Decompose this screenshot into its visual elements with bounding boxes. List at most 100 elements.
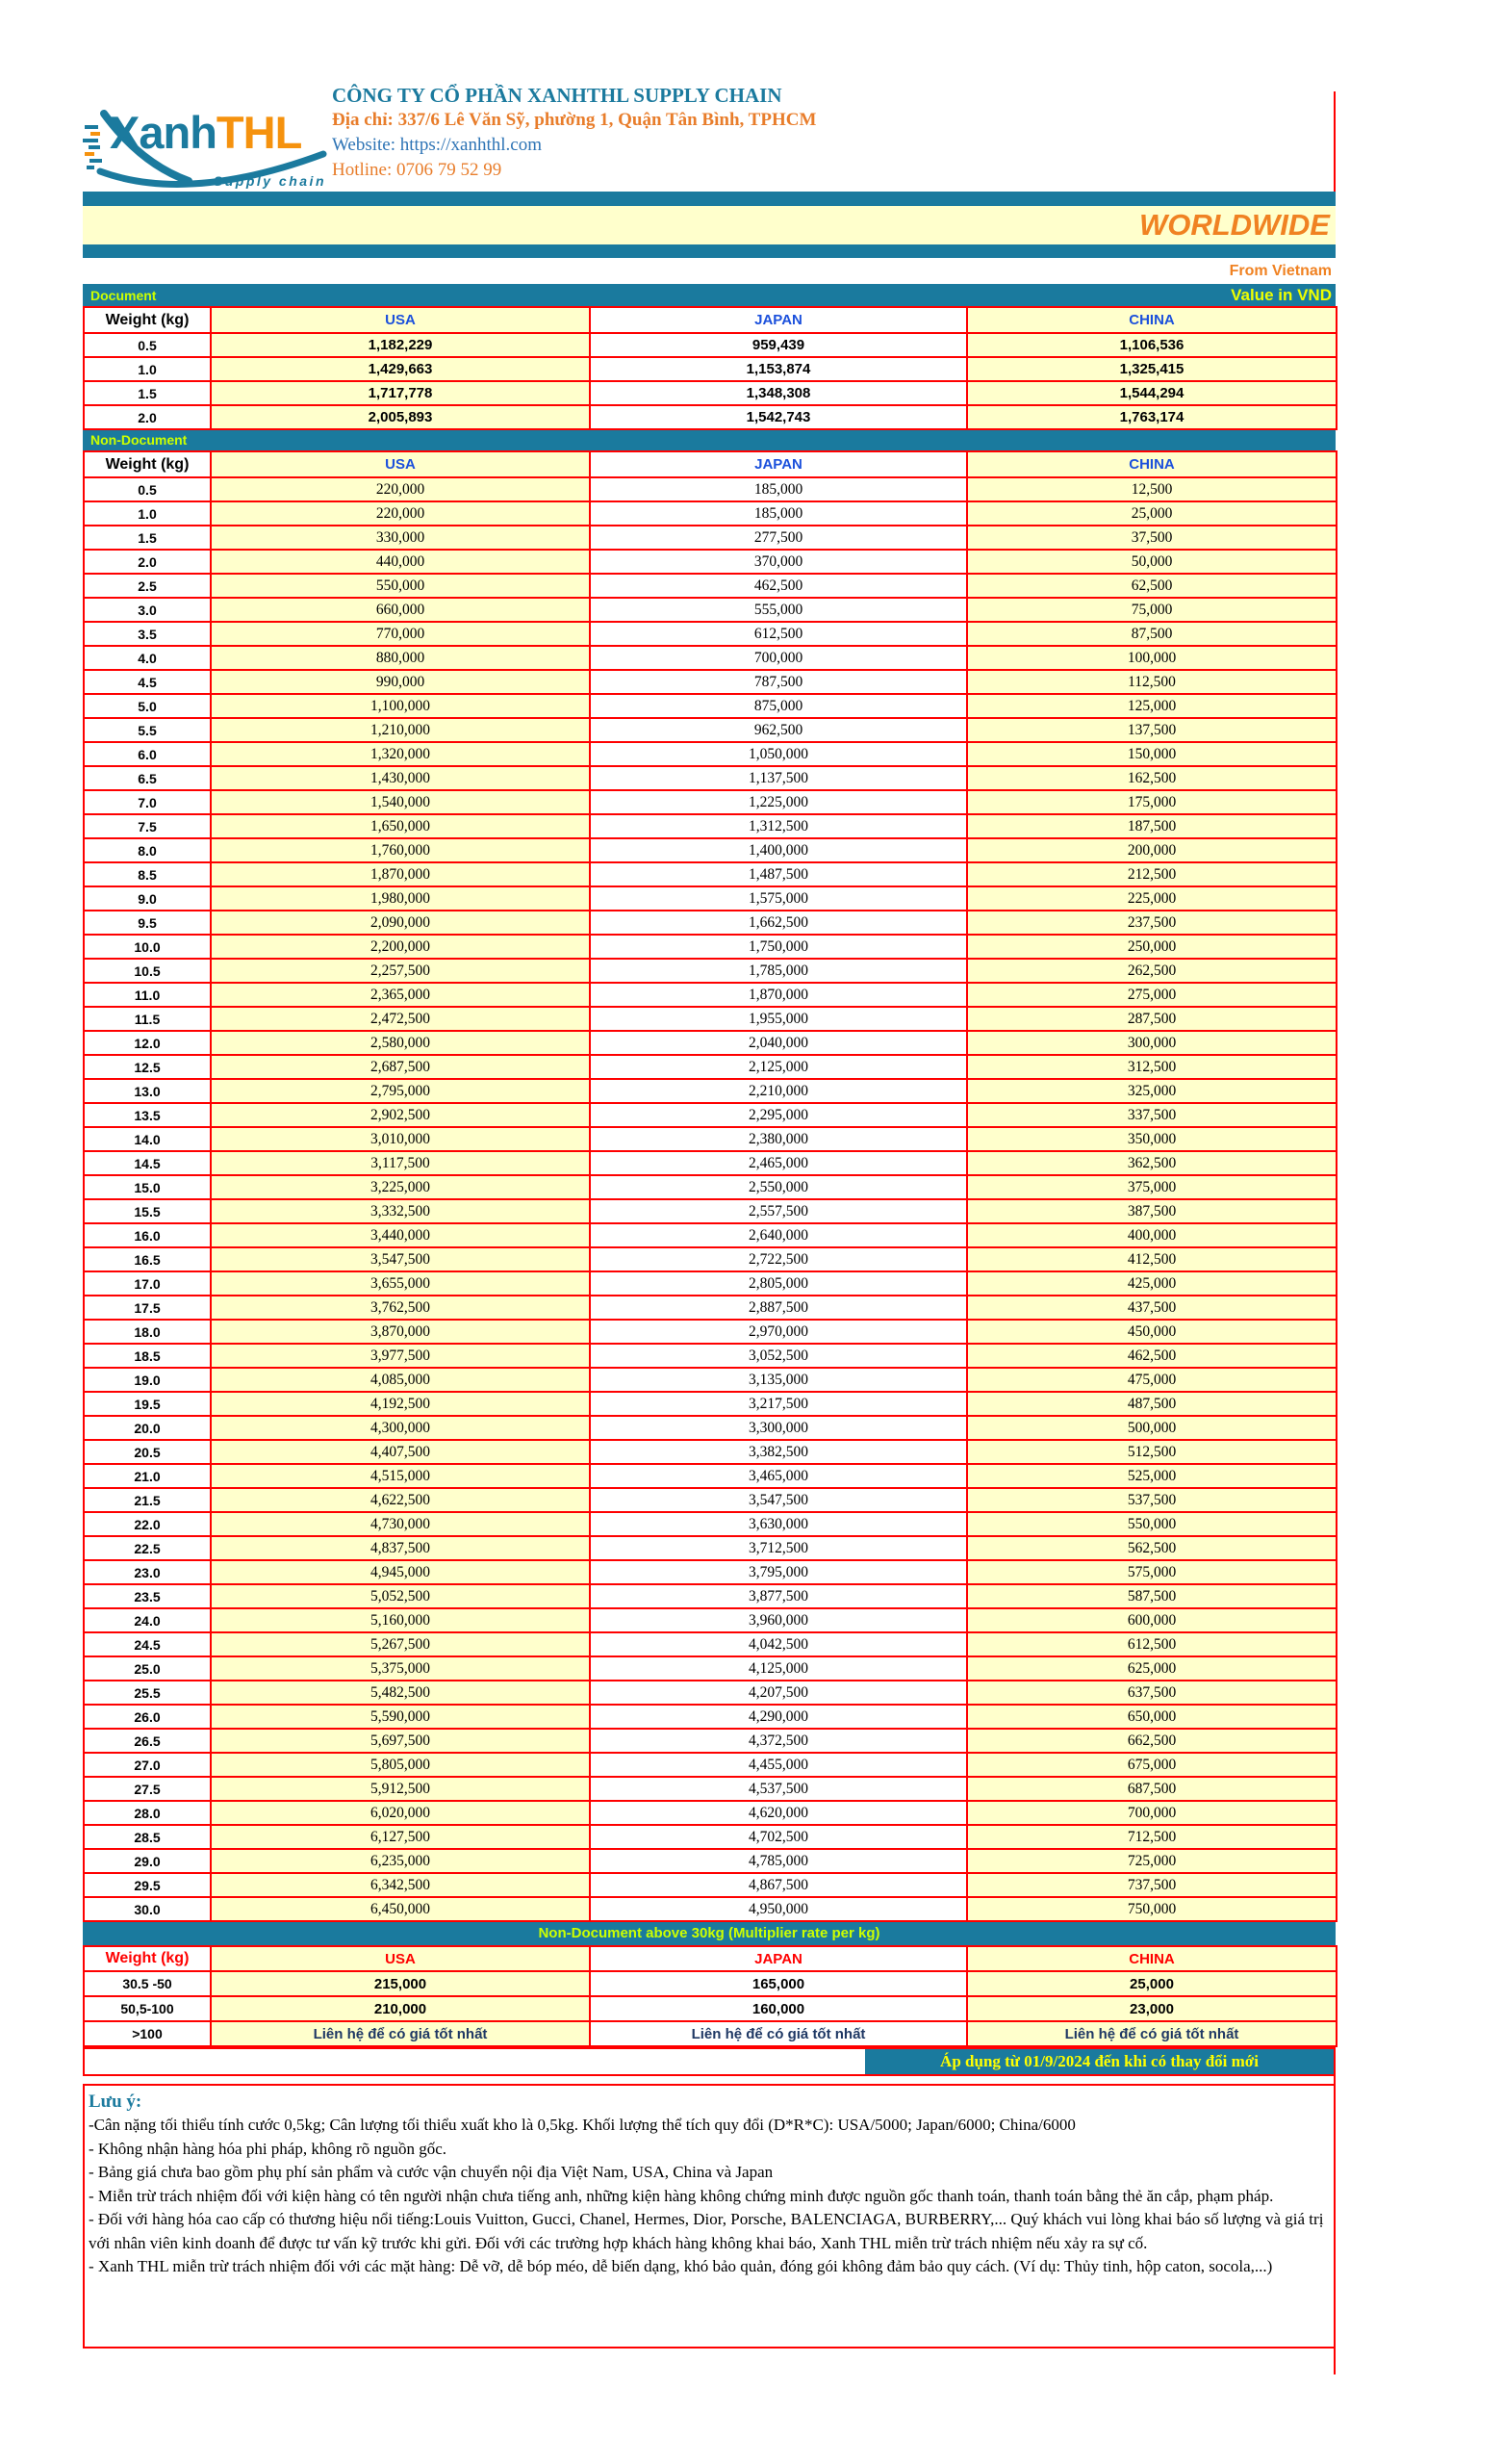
table-cell: 1,312,500 <box>589 813 968 839</box>
table-cell: 24.0 <box>83 1607 212 1633</box>
effective-date-note: Áp dụng từ 01/9/2024 đến khi có thay đổi… <box>865 2049 1334 2074</box>
table-cell: 750,000 <box>966 1896 1337 1922</box>
table-row: 27.0 5,805,000 4,455,000 675,000 <box>83 1752 1337 1778</box>
table-cell: 5.0 <box>83 693 212 719</box>
table-cell: 4,372,500 <box>589 1728 968 1754</box>
table-cell: 7.5 <box>83 813 212 839</box>
table-row: 13.5 2,902,500 2,295,000 337,500 <box>83 1102 1337 1128</box>
company-website[interactable]: Website: https://xanhthl.com <box>332 135 542 155</box>
table-cell: 5,052,500 <box>210 1583 591 1609</box>
table-cell: 1,430,000 <box>210 765 591 791</box>
table-cell: 17.0 <box>83 1270 212 1296</box>
table-row: 22.0 4,730,000 3,630,000 550,000 <box>83 1511 1337 1537</box>
table-cell: 10.5 <box>83 958 212 984</box>
table-row: 22.5 4,837,500 3,712,500 562,500 <box>83 1535 1337 1561</box>
table-cell: 1,348,308 <box>589 380 968 406</box>
table-cell: 2,795,000 <box>210 1078 591 1104</box>
notes-list: -Cân nặng tối thiểu tính cước 0,5kg; Cân… <box>89 2114 1326 2279</box>
table-cell: 4,407,500 <box>210 1439 591 1465</box>
table-cell: 25.0 <box>83 1656 212 1681</box>
column-header: USA <box>210 306 591 334</box>
table-row: 24.5 5,267,500 4,042,500 612,500 <box>83 1631 1337 1657</box>
nondocument-section-label: Non-Document <box>90 432 188 448</box>
table-cell: 16.5 <box>83 1246 212 1272</box>
table-cell: 4,702,500 <box>589 1824 968 1850</box>
table-cell: 1,225,000 <box>589 789 968 815</box>
table-cell: 1,870,000 <box>210 861 591 887</box>
table-row: 9.5 2,090,000 1,662,500 237,500 <box>83 910 1337 936</box>
price-sheet: WORLDWIDE From Vietnam Document Value in… <box>83 192 1337 2348</box>
table-cell: 220,000 <box>210 500 591 526</box>
table-cell: 3,547,500 <box>210 1246 591 1272</box>
table-cell: 440,000 <box>210 549 591 575</box>
table-cell: 350,000 <box>966 1126 1337 1152</box>
table-cell: 4,730,000 <box>210 1511 591 1537</box>
table-cell: 4,945,000 <box>210 1559 591 1585</box>
table-cell: 165,000 <box>589 1970 968 1997</box>
table-cell: 2,557,500 <box>589 1198 968 1224</box>
table-cell: 1,429,663 <box>210 356 591 382</box>
column-header: Weight (kg) <box>83 450 212 478</box>
table-cell: 112,500 <box>966 669 1337 695</box>
table-cell: 37,500 <box>966 525 1337 551</box>
table-row: 16.5 3,547,500 2,722,500 412,500 <box>83 1246 1337 1272</box>
table-cell: Liên hệ để có giá tốt nhất <box>589 2020 968 2047</box>
table-cell: 28.0 <box>83 1800 212 1826</box>
table-row: 28.5 6,127,500 4,702,500 712,500 <box>83 1824 1337 1850</box>
table-cell: 2,687,500 <box>210 1054 591 1080</box>
table-row: 29.0 6,235,000 4,785,000 725,000 <box>83 1848 1337 1874</box>
table-cell: 2,200,000 <box>210 934 591 960</box>
over30-rates-table: Weight (kg) USA JAPAN CHINA 30.5 -50 215,000… <box>83 1945 1337 2047</box>
table-cell: 3,010,000 <box>210 1126 591 1152</box>
table-row: 10.5 2,257,500 1,785,000 262,500 <box>83 958 1337 984</box>
table-row: 7.5 1,650,000 1,312,500 187,500 <box>83 813 1337 839</box>
table-cell: 2.5 <box>83 573 212 599</box>
table-cell: 210,000 <box>210 1995 591 2022</box>
table-row: 1.5 1,717,778 1,348,308 1,544,294 <box>83 380 1337 406</box>
table-cell: 13.0 <box>83 1078 212 1104</box>
table-row: 15.0 3,225,000 2,550,000 375,000 <box>83 1174 1337 1200</box>
table-cell: 330,000 <box>210 525 591 551</box>
table-cell: 1.0 <box>83 500 212 526</box>
table-cell: 6,342,500 <box>210 1872 591 1898</box>
table-cell: 1,544,294 <box>966 380 1337 406</box>
table-cell: 1,320,000 <box>210 741 591 767</box>
table-cell: 9.0 <box>83 886 212 911</box>
table-cell: 26.5 <box>83 1728 212 1754</box>
table-cell: 3.5 <box>83 621 212 647</box>
table-cell: 512,500 <box>966 1439 1337 1465</box>
table-cell: 62,500 <box>966 573 1337 599</box>
table-cell: 612,500 <box>589 621 968 647</box>
table-cell: 12.5 <box>83 1054 212 1080</box>
table-cell: 4,455,000 <box>589 1752 968 1778</box>
table-row: 17.5 3,762,500 2,887,500 437,500 <box>83 1295 1337 1321</box>
table-cell: 175,000 <box>966 789 1337 815</box>
notes-title: Lưu ý: <box>89 2092 142 2112</box>
table-row: 18.0 3,870,000 2,970,000 450,000 <box>83 1319 1337 1345</box>
table-row: 30.0 6,450,000 4,950,000 750,000 <box>83 1896 1337 1922</box>
table-cell: 4,515,000 <box>210 1463 591 1489</box>
table-cell: 27.5 <box>83 1776 212 1802</box>
header-row: Weight (kg) USA JAPAN CHINA <box>83 1945 1337 1972</box>
table-row: 8.5 1,870,000 1,487,500 212,500 <box>83 861 1337 887</box>
table-cell: 5,805,000 <box>210 1752 591 1778</box>
document-section-bar: Document Value in VND <box>83 284 1336 306</box>
over30-section-label: Non-Document above 30kg (Multiplier rate… <box>538 1925 880 1941</box>
table-row: 19.0 4,085,000 3,135,000 475,000 <box>83 1367 1337 1393</box>
table-cell: 2,005,893 <box>210 404 591 430</box>
table-cell: Liên hệ để có giá tốt nhất <box>966 2020 1337 2047</box>
table-cell: 4,192,500 <box>210 1391 591 1417</box>
column-header: CHINA <box>966 306 1337 334</box>
effective-date-row: Áp dụng từ 01/9/2024 đến khi có thay đổi… <box>83 2047 1336 2076</box>
table-cell: 23,000 <box>966 1995 1337 2022</box>
table-cell: 600,000 <box>966 1607 1337 1633</box>
logo-swoosh-icon <box>83 110 327 188</box>
table-cell: 2,465,000 <box>589 1150 968 1176</box>
table-cell: 29.0 <box>83 1848 212 1874</box>
table-row: 0.5 1,182,229 959,439 1,106,536 <box>83 332 1337 358</box>
table-cell: 3,630,000 <box>589 1511 968 1537</box>
table-cell: 500,000 <box>966 1415 1337 1441</box>
table-cell: 212,500 <box>966 861 1337 887</box>
table-cell: 24.5 <box>83 1631 212 1657</box>
table-cell: 12.0 <box>83 1030 212 1056</box>
